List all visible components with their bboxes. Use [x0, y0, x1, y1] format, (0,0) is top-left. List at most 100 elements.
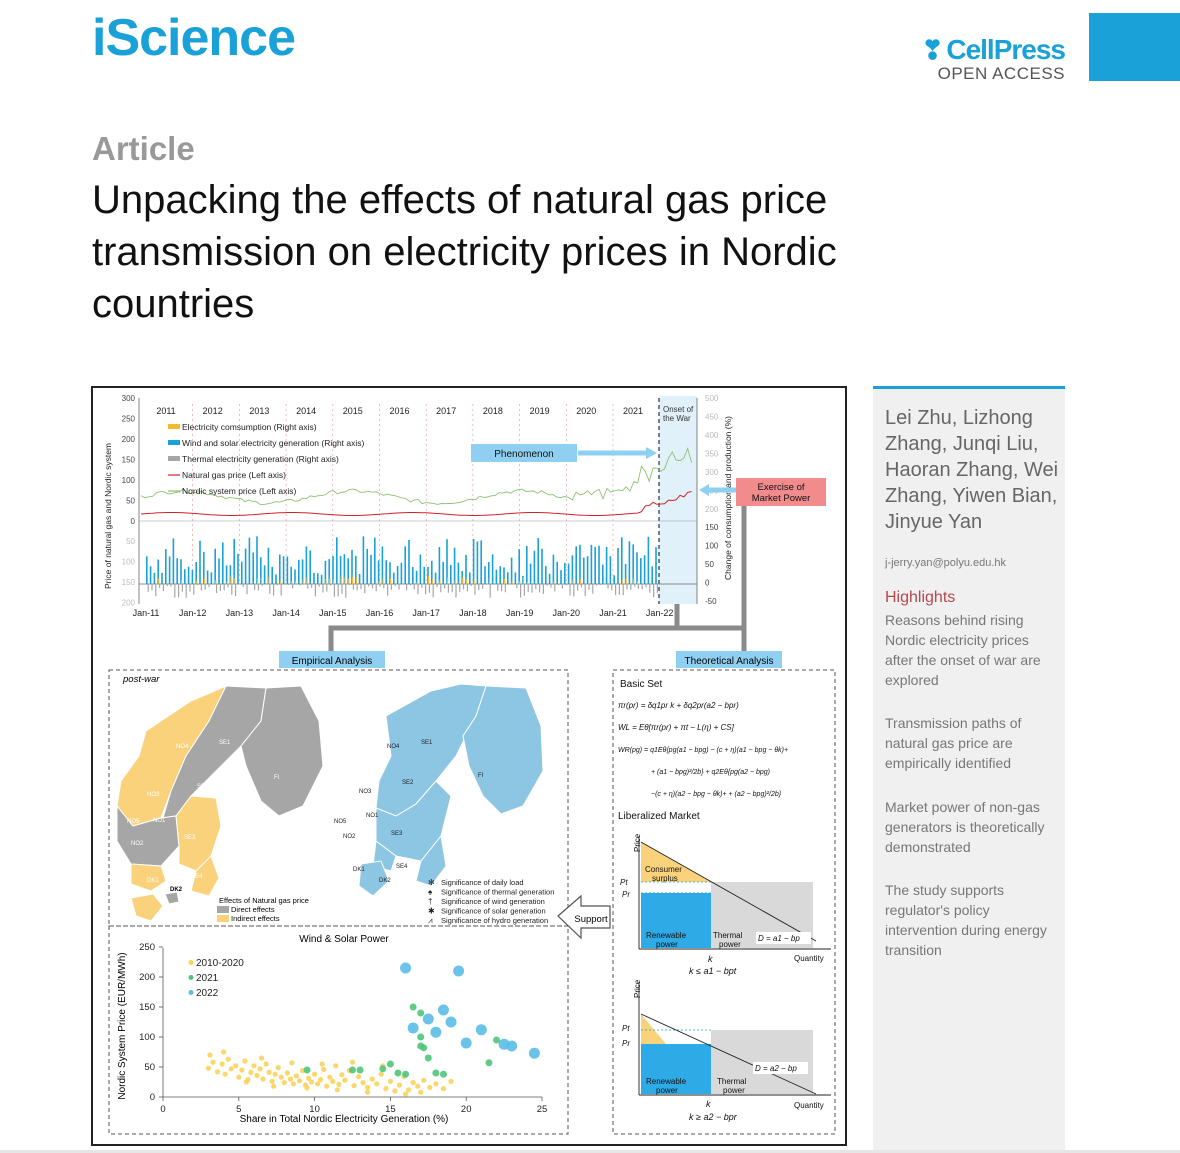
thermal-bar [542, 584, 544, 594]
wind-solar-bar [362, 536, 365, 584]
demand-label: D = a2 − bp [755, 1064, 797, 1073]
right-tick: 450 [705, 413, 719, 422]
wind-solar-bar [229, 565, 232, 584]
thermal-bar [242, 584, 244, 588]
left-tick: 150 [122, 578, 136, 587]
thermal-bar [398, 584, 400, 590]
thermal-bar [170, 584, 172, 587]
scatter-point [334, 1087, 340, 1093]
thermal-bar [193, 584, 195, 595]
wind-solar-bar [244, 548, 247, 584]
wind-solar-bar [476, 541, 479, 584]
wind-solar-bar [472, 539, 475, 584]
x-tick-label: Jan-15 [319, 608, 347, 618]
wind-solar-bar [469, 572, 471, 584]
scatter-point [305, 1075, 312, 1081]
wind-solar-bar [438, 547, 441, 584]
thermal-bar [611, 584, 613, 591]
svg-text:Quantity: Quantity [794, 1101, 824, 1110]
wind-solar-bar [575, 546, 577, 584]
wind-solar-bar [560, 570, 562, 584]
highlight-item: Reasons behind rising Nordic electricity… [885, 612, 1041, 688]
wind-solar-bar [237, 553, 239, 584]
scatter-point [437, 1004, 449, 1016]
consumption-bar [279, 581, 281, 584]
right-map-fi [462, 685, 544, 815]
author-list[interactable]: Lei Zhu, Lizhong Zhang, Junqi Liu, Haora… [885, 407, 1059, 533]
wind-solar-scatter: Wind & Solar Power 0 5 10 15 20 2505010015020… [117, 934, 547, 1125]
thermal-bar [406, 584, 408, 591]
wind-solar-bar [241, 561, 243, 584]
consumption-bar [488, 578, 490, 584]
wind-solar-bar [374, 537, 376, 584]
thermal-bar [326, 584, 328, 592]
wind-solar-bar [339, 556, 342, 584]
svg-text:Pr: Pr [622, 1039, 630, 1048]
thermal-bar [292, 584, 294, 589]
thermal-bar [444, 584, 446, 589]
left-tick: 300 [122, 394, 136, 403]
thermal-bar [474, 584, 476, 595]
legend-label: 2022 [196, 988, 219, 999]
thermal-bar [641, 584, 643, 590]
scatter-point [330, 1078, 336, 1084]
left-tick: 0 [131, 517, 136, 526]
region-label: NO4 [387, 744, 400, 750]
thermal-bar [523, 584, 525, 596]
right-tick: 200 [705, 505, 719, 514]
scatter-point [365, 1084, 371, 1090]
wind-solar-bar [309, 550, 311, 584]
wind-solar-bar [218, 558, 220, 584]
scatter-x-label: Share in Total Nordic Electricity Genera… [240, 1114, 449, 1125]
wind-solar-bar [286, 556, 289, 584]
wind-solar-bar [651, 566, 653, 584]
correspondence-email[interactable]: j-jerry.yan@polyu.edu.hk [885, 557, 1007, 569]
consumption-bar [268, 576, 270, 584]
wind-solar-bar [617, 547, 619, 584]
right-tick: 150 [705, 523, 719, 532]
scatter-point [485, 1059, 493, 1067]
scatter-point [207, 1052, 213, 1058]
legend-swatch [168, 440, 180, 445]
wind-solar-bar [157, 559, 159, 584]
thermal-bar [227, 584, 229, 588]
scatter-point [394, 1069, 402, 1077]
scatter-point [318, 1077, 324, 1083]
left-tick: 250 [122, 415, 136, 424]
x-tick-label: Jan-18 [459, 608, 487, 618]
wind-solar-bar [305, 546, 308, 584]
highlight-item: The study supports regulator's policy in… [885, 882, 1047, 958]
thermal-bar [455, 584, 457, 598]
scatter-point [448, 1078, 454, 1084]
theory-content: Basic Set πr(pr) = δq1pr k + δq2pr(a2 − … [618, 679, 831, 1122]
wind-solar-bar [279, 554, 281, 584]
y-tick-label: 50 [144, 1062, 155, 1073]
market-power-box [736, 478, 826, 506]
year-label: 2016 [389, 406, 409, 416]
phenomenon-box [471, 444, 577, 462]
scatter-point [418, 1089, 424, 1095]
wind-solar-bar [579, 544, 581, 584]
wind-solar-bar [480, 540, 482, 584]
thermal-bar [482, 584, 484, 589]
svg-text:Pr: Pr [622, 890, 630, 899]
consumption-bar [344, 577, 346, 584]
sidebar [873, 386, 1065, 1153]
price-axis-label: Price [633, 833, 642, 852]
thermal-bar [181, 584, 183, 592]
region-label: DK2 [379, 878, 391, 884]
thermal-bar [212, 584, 214, 585]
scatter-point [422, 1013, 434, 1025]
thermal-bar [577, 584, 579, 591]
wind-solar-bar [301, 559, 304, 584]
consumption-bar [523, 576, 525, 584]
consumption-bar [257, 578, 259, 584]
thermal-bar [493, 584, 495, 585]
wind-solar-bar [431, 560, 433, 584]
wind-solar-bar [605, 547, 608, 584]
year-label: 2017 [436, 406, 456, 416]
empirical-analysis-label: Empirical Analysis [292, 656, 373, 667]
journal-logo[interactable]: iScience [92, 9, 296, 67]
scatter-point [424, 1054, 432, 1062]
publisher-logo[interactable]: ❣ CellPress [922, 34, 1066, 66]
